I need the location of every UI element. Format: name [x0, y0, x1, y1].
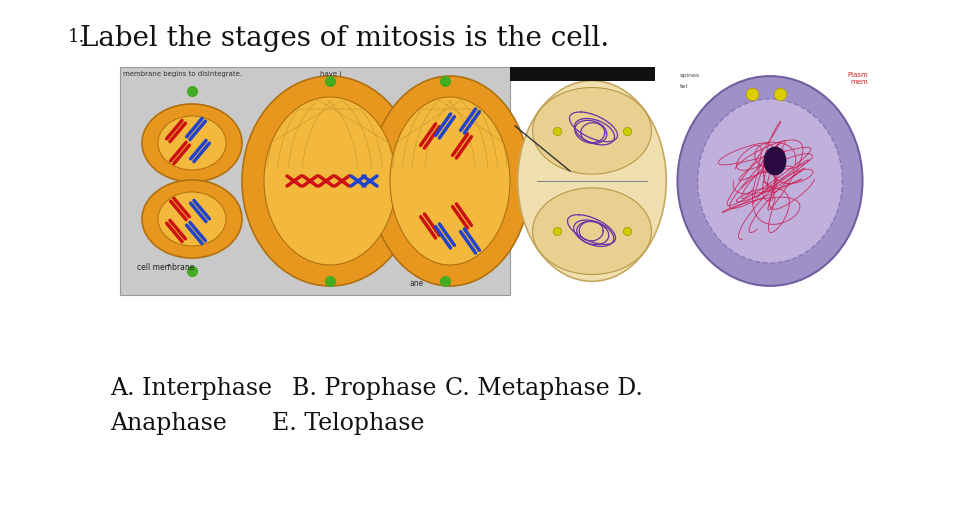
Text: tel: tel — [680, 84, 688, 89]
Ellipse shape — [158, 117, 226, 171]
Bar — [510, 68, 655, 82]
Ellipse shape — [532, 188, 651, 275]
Ellipse shape — [678, 77, 862, 286]
Text: Plasm
mem: Plasm mem — [847, 72, 868, 85]
Ellipse shape — [698, 99, 842, 264]
Ellipse shape — [532, 88, 651, 175]
Ellipse shape — [264, 98, 396, 266]
Text: 1.: 1. — [68, 28, 85, 46]
Text: have i: have i — [320, 71, 341, 77]
Ellipse shape — [764, 147, 786, 176]
Text: C. Metaphase D.: C. Metaphase D. — [445, 376, 642, 399]
Ellipse shape — [142, 105, 242, 183]
Ellipse shape — [242, 77, 418, 286]
Text: membrane begins to disintegrate.: membrane begins to disintegrate. — [123, 71, 242, 77]
Bar — [120, 68, 510, 295]
Text: Label the stages of mitosis is the cell.: Label the stages of mitosis is the cell. — [80, 25, 609, 52]
Text: Anaphase: Anaphase — [110, 412, 227, 434]
Ellipse shape — [518, 81, 666, 282]
Ellipse shape — [158, 192, 226, 246]
Text: B. Prophase: B. Prophase — [292, 376, 436, 399]
Text: cell membrane: cell membrane — [137, 263, 194, 272]
Ellipse shape — [142, 181, 242, 259]
Ellipse shape — [370, 77, 530, 286]
Ellipse shape — [390, 98, 510, 266]
Text: E. Telophase: E. Telophase — [272, 412, 425, 434]
Text: spines: spines — [680, 73, 700, 78]
Text: A. Interphase: A. Interphase — [110, 376, 272, 399]
Text: ane: ane — [410, 278, 424, 287]
